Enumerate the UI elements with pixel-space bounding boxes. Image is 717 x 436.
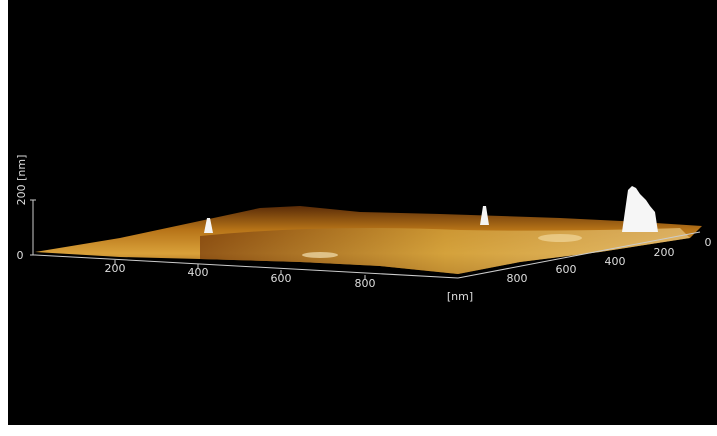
afm-view: 0 200 [nm] [nm] 200 400 600 800 800 600 400 200… — [0, 0, 717, 436]
y-tick-label: 200 — [654, 246, 675, 259]
x-tick-label: 600 — [271, 272, 292, 285]
y-tick-label: 0 — [705, 236, 712, 249]
y-tick-label: 600 — [556, 263, 577, 276]
z-zero: 0 — [17, 249, 24, 262]
x-tick-label: 400 — [188, 266, 209, 279]
z-label: 200 [nm] — [15, 155, 28, 206]
x-tick-label: 200 — [105, 262, 126, 275]
bump — [538, 234, 582, 242]
y-tick-label: 400 — [605, 255, 626, 268]
x-tick-label: 800 — [355, 277, 376, 290]
page: 0 200 [nm] [nm] 200 400 600 800 800 600 400 200… — [0, 0, 717, 436]
y-tick-label: 800 — [507, 272, 528, 285]
x-unit: [nm] — [447, 290, 473, 303]
bump — [302, 252, 338, 258]
